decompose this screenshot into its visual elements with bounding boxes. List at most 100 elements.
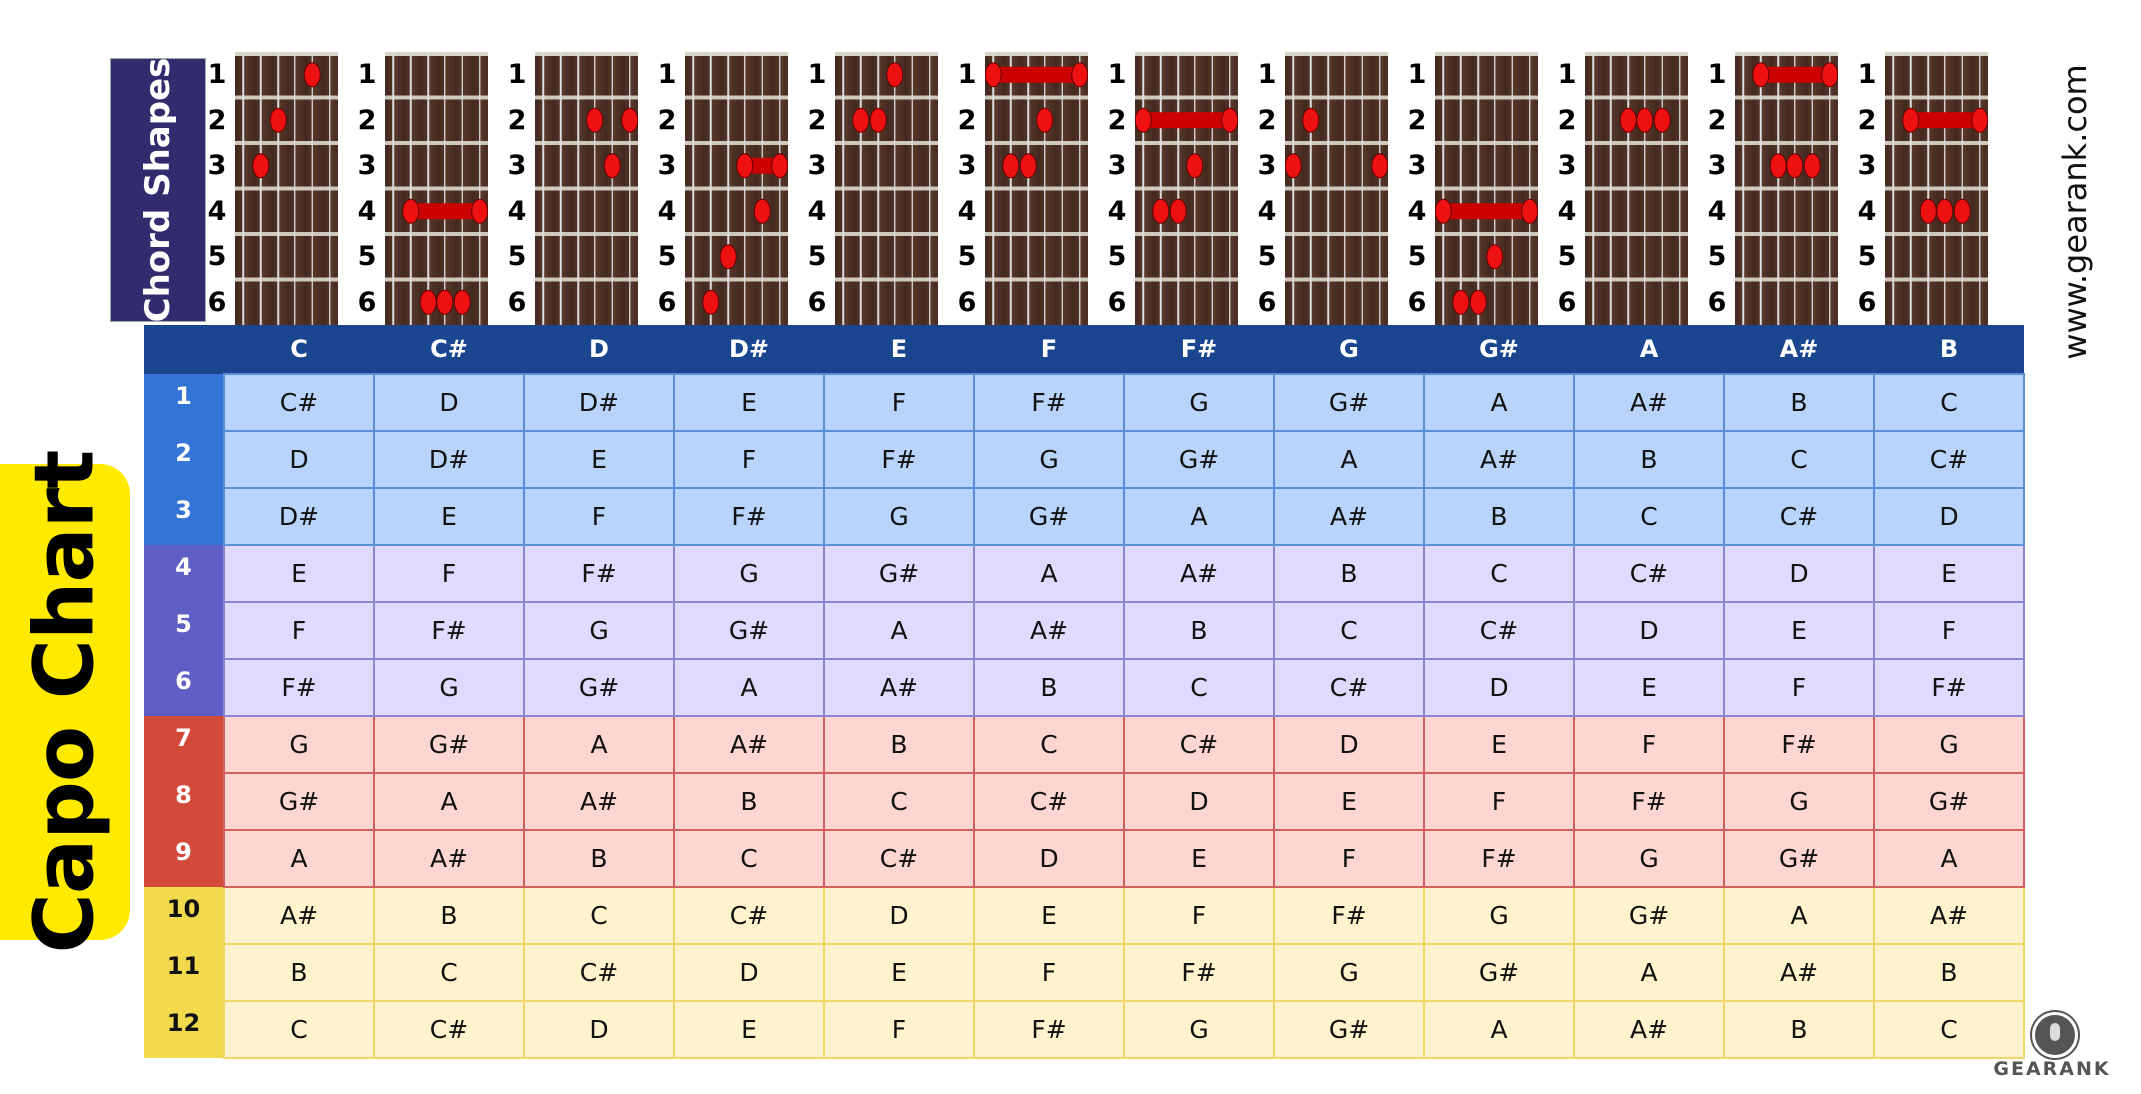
finger-dot <box>719 244 737 270</box>
fret-wire <box>1735 232 1838 236</box>
fret-number: 6 <box>1857 286 1877 318</box>
finger-dot <box>1902 107 1920 133</box>
chord-shape-d-sharp: 1 2 3 4 5 6 <box>644 52 794 325</box>
capo-fret-label: 4 <box>144 545 224 602</box>
chord-cell: C <box>1423 544 1575 603</box>
column-header: G# <box>1424 325 1574 374</box>
fret-number: 1 <box>1707 59 1727 90</box>
chord-cell: B <box>823 715 975 774</box>
barre-bar <box>744 157 780 174</box>
chord-cell: C <box>673 829 825 888</box>
fret-wire <box>1585 277 1688 282</box>
chord-cell: A# <box>1723 943 1875 1002</box>
fret-number: 6 <box>657 286 677 318</box>
fret-wire <box>835 141 938 145</box>
column-header: E <box>824 325 974 374</box>
website-url: www.gearank.com <box>2056 64 2094 360</box>
corner-cell <box>144 325 224 374</box>
chord-cell: C# <box>1873 430 2025 489</box>
fret-number: 1 <box>1257 59 1277 90</box>
finger-dot <box>586 107 604 133</box>
chord-shape-d: 1 2 3 4 5 6 <box>494 52 644 325</box>
fret-wire <box>985 141 1088 145</box>
fret-number: 2 <box>1407 104 1427 136</box>
chord-cell: E <box>1273 772 1425 831</box>
fret-wire <box>1435 277 1538 282</box>
capo-fret-label: 10 <box>144 887 224 944</box>
chord-cell: C <box>1873 1000 2025 1059</box>
chord-cell: B <box>223 943 375 1002</box>
chord-cell: G# <box>1723 829 1875 888</box>
chord-cell: C <box>373 943 525 1002</box>
chord-shape-a: 1 2 3 4 5 6 <box>1544 52 1694 325</box>
chord-cell: E <box>673 373 825 432</box>
finger-dot <box>736 153 754 179</box>
chord-cell: E <box>1573 658 1725 717</box>
chord-shape-f-sharp: 1 2 3 4 5 6 <box>1094 52 1244 325</box>
chord-cell: D <box>823 886 975 945</box>
chord-cell: G <box>1123 373 1275 432</box>
chord-cell: F# <box>973 1000 1125 1059</box>
fret-number: 1 <box>1107 59 1127 90</box>
fret-number: 4 <box>1257 195 1277 227</box>
fret-wire <box>385 186 488 191</box>
chord-cell: F# <box>973 373 1125 432</box>
chord-cell: B <box>523 829 675 888</box>
chord-cell: D# <box>223 487 375 546</box>
nut <box>1585 52 1688 56</box>
chord-cell: A# <box>973 601 1125 660</box>
finger-dot <box>1302 107 1320 133</box>
chord-cell: D <box>523 1000 675 1059</box>
fretboard <box>835 52 938 325</box>
chord-shape-f: 1 2 3 4 5 6 <box>944 52 1094 325</box>
chord-cell: G# <box>823 544 975 603</box>
fret-wire <box>835 277 938 282</box>
finger-dot <box>1803 153 1821 179</box>
chord-cell: F# <box>1573 772 1725 831</box>
nut <box>835 52 938 56</box>
capo-fret-label: 3 <box>144 488 224 545</box>
fret-number: 1 <box>357 59 377 90</box>
chord-cell: B <box>1723 373 1875 432</box>
column-header: F <box>974 325 1124 374</box>
fret-number: 1 <box>807 59 827 90</box>
fret-number: 1 <box>207 59 227 90</box>
chord-cell: G <box>373 658 525 717</box>
finger-dot <box>419 289 437 315</box>
fret-number: 3 <box>1107 150 1127 181</box>
header-row: C C# D D# E F F# G G# A A# B <box>144 325 2024 374</box>
fret-number: 2 <box>657 104 677 136</box>
chord-cell: B <box>1123 601 1275 660</box>
table-row: 6 F# G G# A A# B C C# D E F F# <box>144 658 2025 717</box>
chord-shapes-text: Chord Shapes <box>138 57 178 323</box>
fretboard <box>1435 52 1538 325</box>
finger-dot <box>1452 289 1470 315</box>
fret-wire <box>1585 95 1688 100</box>
table-row: 8 G# A A# B C C# D E F F# G G# <box>144 772 2025 831</box>
chord-cell: A# <box>523 772 675 831</box>
chord-cell: C# <box>1423 601 1575 660</box>
finger-dot <box>771 153 788 179</box>
chord-cell: A <box>1423 1000 1575 1059</box>
finger-dot <box>1521 198 1538 224</box>
chord-cell: C# <box>523 943 675 1002</box>
fret-wire <box>235 232 338 236</box>
chord-cell: G# <box>523 658 675 717</box>
chord-cell: F <box>973 943 1125 1002</box>
fret-number: 5 <box>1257 241 1277 272</box>
nut <box>1135 52 1238 56</box>
fret-number: 5 <box>657 241 677 272</box>
chord-cell: E <box>1873 544 2025 603</box>
chord-cell: F <box>1273 829 1425 888</box>
fret-number: 3 <box>1257 150 1277 181</box>
chord-cell: A <box>1723 886 1875 945</box>
barre-bar <box>410 203 480 220</box>
fret-number: 6 <box>357 286 377 318</box>
chord-cell: D <box>1423 658 1575 717</box>
finger-dot <box>1469 289 1487 315</box>
chord-cell: F# <box>1723 715 1875 774</box>
finger-dot <box>1636 107 1654 133</box>
chord-cell: A# <box>673 715 825 774</box>
chord-cell: F# <box>1423 829 1575 888</box>
fret-number: 5 <box>1557 241 1577 272</box>
